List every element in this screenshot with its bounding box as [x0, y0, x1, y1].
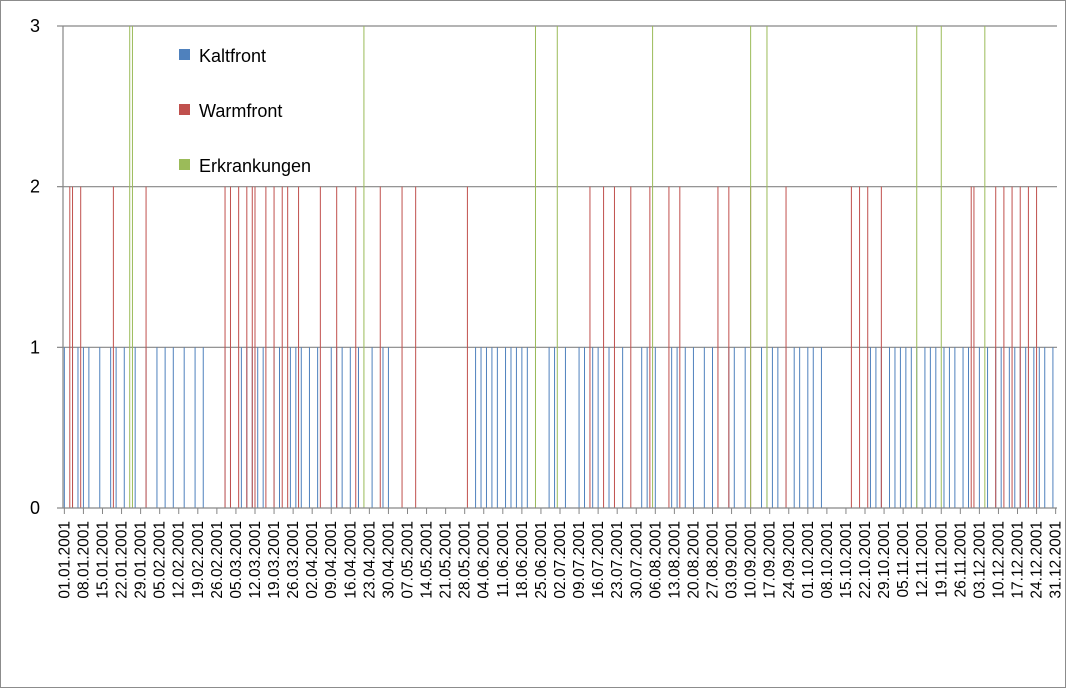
x-tick-label: 02.04.2001 — [304, 521, 321, 599]
x-tick-label: 31.12.2001 — [1048, 521, 1065, 599]
x-tick-label: 22.10.2001 — [857, 521, 874, 599]
x-tick-label: 09.04.2001 — [323, 521, 340, 599]
x-tick-label: 03.12.2001 — [971, 521, 988, 599]
legend-swatch-kaltfront — [179, 49, 190, 60]
legend-swatch-erkrankungen — [179, 159, 190, 170]
x-tick-label: 05.03.2001 — [228, 521, 245, 599]
grid-layer — [63, 25, 1057, 348]
x-tick-label: 19.02.2001 — [190, 521, 207, 599]
x-tick-label: 20.08.2001 — [685, 521, 702, 599]
x-tick-label: 16.07.2001 — [590, 521, 607, 599]
x-tick-label: 08.10.2001 — [819, 521, 836, 599]
x-tick-label: 23.04.2001 — [361, 521, 378, 599]
bars-layer — [63, 26, 1054, 508]
x-tick-label: 24.09.2001 — [781, 521, 798, 599]
x-tick-label: 22.01.2001 — [114, 521, 131, 599]
x-tick-label: 29.10.2001 — [876, 521, 893, 599]
legend-label-kaltfront: Kaltfront — [199, 46, 266, 66]
x-tick-label: 15.01.2001 — [94, 521, 111, 599]
x-tick-label: 25.06.2001 — [533, 521, 550, 599]
legend-swatch-warmfront — [179, 104, 190, 115]
x-tick-label: 07.05.2001 — [399, 521, 416, 599]
legend-label-warmfront: Warmfront — [199, 101, 282, 121]
x-tick-label: 16.04.2001 — [342, 521, 359, 599]
axis-layer: 0 1 2 3 01.01.2001 08.01.2001 15.01.2001 22.01.… — [30, 16, 1065, 599]
x-tick-label: 17.09.2001 — [762, 521, 779, 599]
x-tick-label: 26.02.2001 — [209, 521, 226, 599]
x-tick-label: 18.06.2001 — [514, 521, 531, 599]
x-tick-label: 11.06.2001 — [495, 521, 512, 597]
x-tick-label: 27.08.2001 — [705, 521, 722, 599]
x-tick-label: 04.06.2001 — [476, 521, 493, 599]
legend-label-erkrankungen: Erkrankungen — [199, 156, 311, 176]
x-tick-label: 05.11.2001 — [895, 521, 912, 597]
x-tick-label: 13.08.2001 — [666, 521, 683, 599]
x-tick-label: 19.11.2001 — [933, 521, 950, 597]
x-tick-label: 10.12.2001 — [990, 521, 1007, 599]
x-tick-label: 28.05.2001 — [457, 521, 474, 599]
x-tick-label: 06.08.2001 — [647, 521, 664, 599]
x-tick-label: 17.12.2001 — [1010, 521, 1027, 599]
x-tick-label: 12.02.2001 — [171, 521, 188, 599]
x-tick-label: 10.09.2001 — [743, 521, 760, 599]
y-tick-label: 0 — [30, 498, 40, 518]
x-tick-label: 15.10.2001 — [838, 521, 855, 599]
x-tick-label: 26.11.2001 — [952, 521, 969, 597]
x-tick-label: 01.10.2001 — [800, 521, 817, 599]
x-tick-label: 08.01.2001 — [75, 521, 92, 599]
x-tick-label: 02.07.2001 — [552, 521, 569, 599]
x-tick-label: 03.09.2001 — [724, 521, 741, 599]
legend: Kaltfront Warmfront Erkrankungen — [179, 46, 311, 176]
x-tick-label: 01.01.2001 — [56, 521, 73, 599]
x-tick-label: 14.05.2001 — [419, 521, 436, 599]
x-tick-label: 30.04.2001 — [380, 521, 397, 599]
x-tick-label: 23.07.2001 — [609, 521, 626, 599]
x-tick-label: 05.02.2001 — [152, 521, 169, 599]
x-tick-label: 29.01.2001 — [133, 521, 150, 599]
x-tick-label: 24.12.2001 — [1029, 521, 1046, 599]
y-tick-label: 2 — [30, 177, 40, 197]
x-tick-label: 30.07.2001 — [628, 521, 645, 599]
x-tick-label: 12.03.2001 — [247, 521, 264, 599]
x-tick-label: 19.03.2001 — [266, 521, 283, 599]
y-tick-label: 3 — [30, 16, 40, 36]
x-tick-label: 26.03.2001 — [285, 521, 302, 599]
x-tick-label: 12.11.2001 — [914, 521, 931, 597]
y-tick-label: 1 — [30, 337, 40, 357]
x-tick-label: 09.07.2001 — [571, 521, 588, 599]
x-tick-label: 21.05.2001 — [438, 521, 455, 599]
